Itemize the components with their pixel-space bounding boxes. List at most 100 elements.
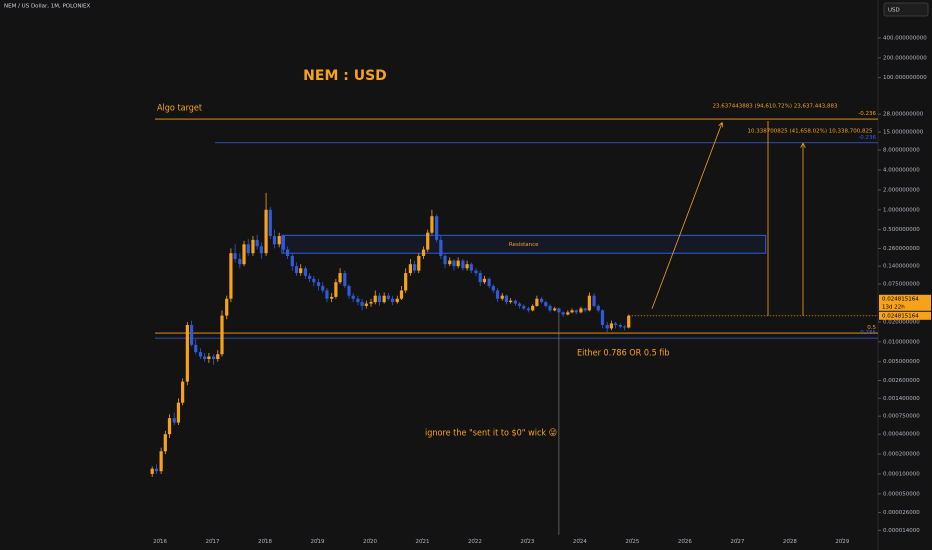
candle-body <box>330 296 334 299</box>
candle-body <box>513 300 517 304</box>
candle-body <box>553 308 557 311</box>
candle-body <box>364 303 368 306</box>
candle-body <box>435 216 439 240</box>
y-tick-label: 0.000014000 <box>883 528 920 534</box>
currency-label[interactable]: USD <box>888 8 900 14</box>
candle-body <box>290 255 294 267</box>
candle-body <box>495 290 500 299</box>
candle-body <box>285 249 290 256</box>
candle-body <box>412 264 417 271</box>
candle-body <box>207 356 211 360</box>
y-tick-label: 8.000000000 <box>883 148 920 154</box>
candle-body <box>181 381 185 403</box>
candle-body <box>194 344 198 353</box>
y-tick-label: 400.000000000 <box>883 35 927 41</box>
candle-body <box>408 264 412 274</box>
candle-body <box>596 305 600 311</box>
y-tick-label: 0.002600000 <box>883 378 920 384</box>
candle-body <box>159 451 163 472</box>
candle-body <box>566 312 570 315</box>
fib-label: 0.786 <box>860 330 876 336</box>
candle-body <box>439 239 443 256</box>
candle-body <box>517 303 522 306</box>
candle-body <box>592 295 596 306</box>
candle-body <box>421 249 426 256</box>
candle-body <box>343 273 347 287</box>
candle-body <box>535 298 539 306</box>
candle-body <box>386 295 390 299</box>
candle-body <box>487 278 491 287</box>
x-tick-label: 2029 <box>835 539 849 545</box>
candle-body <box>531 305 535 311</box>
candle-body <box>474 270 478 274</box>
candle-body <box>220 315 224 355</box>
countdown-label: 13d 22h <box>882 304 905 310</box>
candle-body <box>268 209 272 237</box>
candle-body <box>390 298 395 303</box>
candle-body <box>500 295 504 299</box>
candle-body <box>399 290 404 299</box>
price-line-label: 0.024815164 <box>882 313 919 319</box>
candle-body <box>574 310 578 313</box>
candle-body <box>557 308 561 313</box>
candle-body <box>404 273 408 291</box>
y-tick-label: 4.000000000 <box>883 168 920 174</box>
candle-body <box>246 244 250 254</box>
fib-label: 0.5 <box>867 325 876 331</box>
x-tick-label: 2016 <box>153 539 167 545</box>
candle-body <box>426 232 430 250</box>
fib-label: -0.236 <box>858 111 876 117</box>
candle-body <box>522 305 526 309</box>
candle-body <box>203 356 207 360</box>
x-tick-label: 2021 <box>415 539 429 545</box>
candle-body <box>176 402 181 423</box>
x-tick-label: 2025 <box>625 539 639 545</box>
candle-body <box>360 302 364 306</box>
candle-body <box>600 310 605 326</box>
candle-body <box>478 273 482 283</box>
y-tick-label: 0.005000000 <box>883 359 920 365</box>
x-tick-label: 2019 <box>311 539 325 545</box>
x-tick-label: 2017 <box>206 539 220 545</box>
candle-body <box>448 260 452 265</box>
projection-arrow <box>651 123 722 309</box>
candle-body <box>548 305 552 311</box>
candle-body <box>587 295 591 311</box>
x-tick-label: 2023 <box>520 539 534 545</box>
price-label: 0.024815164 <box>882 296 919 302</box>
zone-label: Resistance <box>509 242 539 248</box>
y-tick-label: 200.000000000 <box>883 55 927 61</box>
y-tick-label: 0.000400000 <box>883 432 920 438</box>
candle-body <box>544 302 548 306</box>
candle-body <box>347 286 351 296</box>
candle-body <box>579 308 583 313</box>
candle-body <box>229 253 233 299</box>
y-tick-label: 0.000026000 <box>883 510 920 516</box>
candle-body <box>482 278 486 283</box>
heading: NEM : USD <box>303 68 387 84</box>
candle-body <box>504 295 509 303</box>
candle-body <box>299 268 303 274</box>
candle-body <box>570 310 574 313</box>
currency-button[interactable] <box>883 2 929 17</box>
candle-body <box>225 298 229 316</box>
y-tick-label: 0.260000000 <box>883 246 920 252</box>
candle-body <box>430 216 434 233</box>
candle-body <box>351 295 355 299</box>
x-tick-label: 2028 <box>783 539 797 545</box>
annotation: Algo target <box>157 104 202 114</box>
candle-body <box>443 255 447 265</box>
candle-body <box>338 273 342 283</box>
candle-body <box>321 286 325 291</box>
candle-body <box>198 352 203 357</box>
candle-body <box>312 278 316 283</box>
candle-body <box>456 260 460 267</box>
x-tick-label: 2018 <box>258 539 272 545</box>
candle-body <box>469 264 473 271</box>
fib-label: -0.236 <box>858 135 876 141</box>
level-label: 10.338700825 (41,658.02%) 10,338,700,825 <box>748 128 873 134</box>
candle-body <box>277 236 281 245</box>
candle-body <box>316 282 321 287</box>
